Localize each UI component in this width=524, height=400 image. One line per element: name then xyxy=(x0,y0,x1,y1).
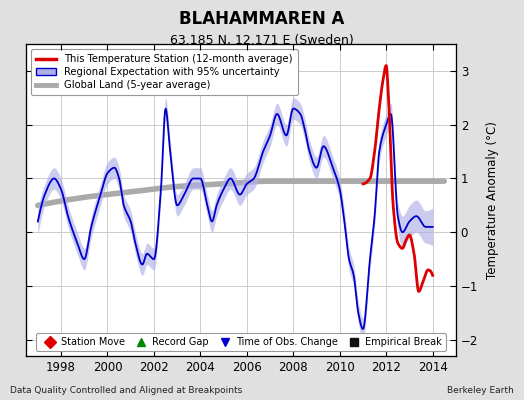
Text: Berkeley Earth: Berkeley Earth xyxy=(447,386,514,395)
Text: 63.185 N, 12.171 E (Sweden): 63.185 N, 12.171 E (Sweden) xyxy=(170,34,354,47)
Text: Data Quality Controlled and Aligned at Breakpoints: Data Quality Controlled and Aligned at B… xyxy=(10,386,243,395)
Text: BLAHAMMAREN A: BLAHAMMAREN A xyxy=(179,10,345,28)
Legend: Station Move, Record Gap, Time of Obs. Change, Empirical Break: Station Move, Record Gap, Time of Obs. C… xyxy=(36,333,446,351)
Y-axis label: Temperature Anomaly (°C): Temperature Anomaly (°C) xyxy=(486,121,499,279)
